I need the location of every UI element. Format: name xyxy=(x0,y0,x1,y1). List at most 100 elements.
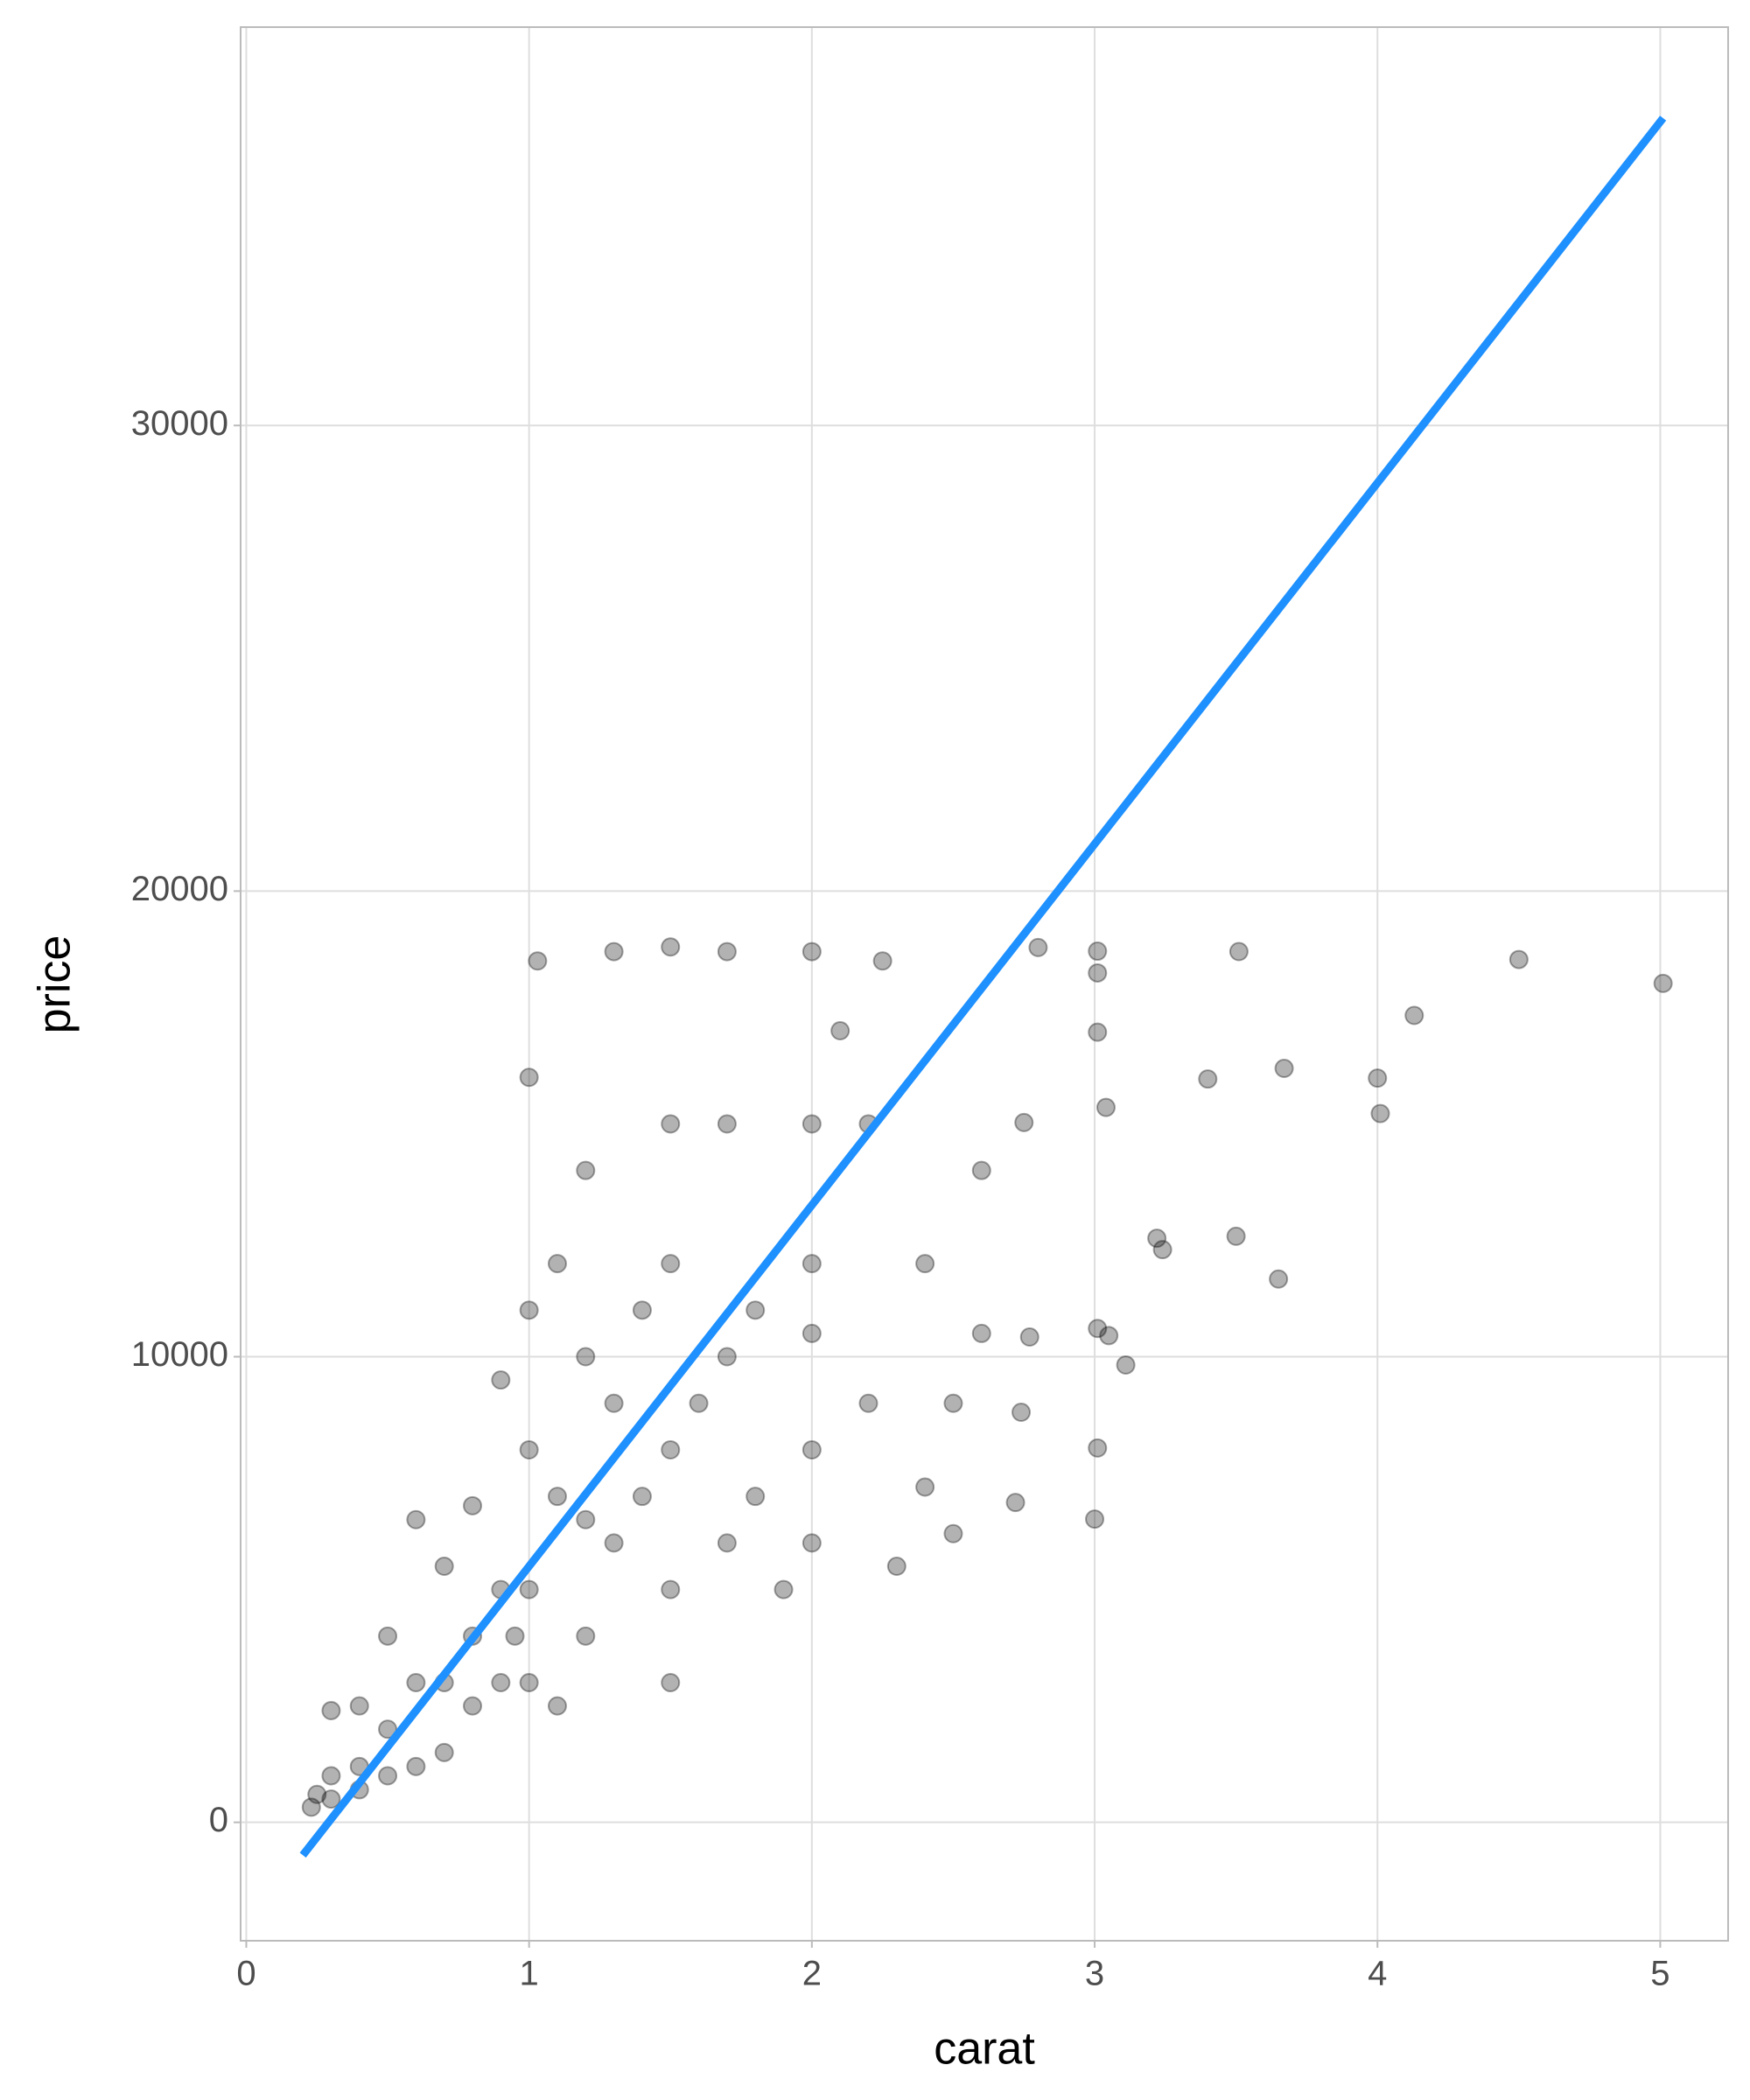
point xyxy=(971,1323,991,1343)
point xyxy=(1088,1438,1108,1458)
point xyxy=(1012,1403,1032,1423)
point xyxy=(1508,949,1529,970)
point xyxy=(378,1626,398,1646)
point xyxy=(463,1696,483,1716)
point xyxy=(802,1254,822,1274)
point xyxy=(858,1393,878,1413)
point xyxy=(971,1160,991,1180)
point xyxy=(547,1254,567,1274)
point xyxy=(915,1477,935,1497)
point xyxy=(1228,942,1249,962)
point xyxy=(1085,1509,1105,1530)
point xyxy=(519,1673,539,1693)
y-axis-title: price xyxy=(30,935,80,1034)
point xyxy=(491,1673,511,1693)
point xyxy=(406,1756,426,1776)
point xyxy=(547,1696,567,1716)
point xyxy=(661,1673,681,1693)
point xyxy=(943,1393,963,1413)
point xyxy=(406,1673,426,1693)
point xyxy=(661,1579,681,1600)
point xyxy=(576,1347,596,1367)
point xyxy=(378,1719,398,1740)
point xyxy=(802,1323,822,1343)
point xyxy=(378,1766,398,1786)
x-tick-label: 4 xyxy=(1368,1955,1387,1993)
x-tick-label: 1 xyxy=(520,1955,539,1993)
point xyxy=(1147,1228,1167,1249)
panel-border xyxy=(240,26,1729,1942)
point xyxy=(434,1556,454,1576)
point xyxy=(774,1579,794,1600)
point xyxy=(576,1626,596,1646)
point xyxy=(576,1509,596,1530)
point xyxy=(943,1523,963,1544)
point xyxy=(1028,937,1048,957)
point xyxy=(746,1487,766,1507)
point xyxy=(406,1509,426,1530)
point xyxy=(519,1439,539,1460)
x-axis-title: carat xyxy=(934,2024,1035,2075)
point xyxy=(321,1766,341,1786)
point xyxy=(661,1439,681,1460)
point xyxy=(1269,1269,1289,1289)
point xyxy=(661,1114,681,1134)
point xyxy=(307,1784,327,1804)
point xyxy=(528,951,548,971)
point xyxy=(1088,962,1108,983)
point xyxy=(802,1439,822,1460)
y-tick-label: 30000 xyxy=(131,404,228,443)
point xyxy=(886,1556,906,1576)
trend-line xyxy=(299,116,1667,1858)
point xyxy=(321,1789,341,1810)
point xyxy=(1014,1112,1034,1132)
y-tick-label: 20000 xyxy=(131,870,228,908)
point xyxy=(491,1370,511,1390)
point xyxy=(717,942,737,962)
point xyxy=(632,1300,652,1320)
point xyxy=(604,1393,624,1413)
point xyxy=(1404,1005,1424,1026)
x-tick-label: 0 xyxy=(236,1955,256,1993)
point xyxy=(1116,1354,1136,1375)
point xyxy=(1152,1240,1172,1260)
x-tick-label: 2 xyxy=(802,1955,822,1993)
y-tick-label: 0 xyxy=(209,1801,228,1839)
x-tick-label: 3 xyxy=(1085,1955,1104,1993)
point xyxy=(830,1021,850,1041)
point xyxy=(1005,1493,1026,1513)
point xyxy=(802,942,822,962)
point xyxy=(717,1533,737,1553)
point xyxy=(519,1068,539,1088)
point xyxy=(604,942,624,962)
point xyxy=(1096,1097,1116,1117)
point xyxy=(1099,1326,1119,1346)
point xyxy=(802,1533,822,1553)
point xyxy=(689,1393,709,1413)
point xyxy=(661,937,681,957)
point xyxy=(717,1347,737,1367)
point xyxy=(746,1300,766,1320)
point xyxy=(505,1626,525,1646)
point xyxy=(1019,1326,1040,1347)
point xyxy=(872,951,892,971)
point xyxy=(1274,1058,1294,1078)
point xyxy=(1088,942,1108,962)
point xyxy=(434,1742,454,1762)
point xyxy=(301,1797,321,1817)
point xyxy=(1198,1069,1218,1089)
y-tick-label: 10000 xyxy=(131,1335,228,1374)
point xyxy=(915,1254,935,1274)
point xyxy=(1370,1103,1390,1124)
x-tick-label: 5 xyxy=(1650,1955,1670,1993)
point xyxy=(632,1487,652,1507)
point xyxy=(321,1700,341,1720)
point xyxy=(1653,973,1673,993)
point xyxy=(576,1160,596,1180)
point xyxy=(519,1579,539,1600)
point xyxy=(1088,1319,1108,1339)
point xyxy=(802,1114,822,1134)
point xyxy=(604,1533,624,1553)
point xyxy=(1368,1068,1388,1088)
